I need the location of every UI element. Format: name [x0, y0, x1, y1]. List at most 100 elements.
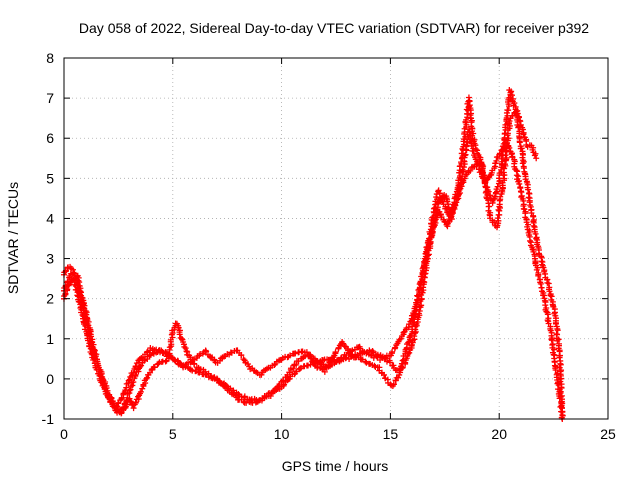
data-point-marker	[387, 359, 394, 366]
data-point-marker	[516, 139, 523, 146]
data-point-marker	[85, 337, 92, 344]
y-tick-label: 0	[46, 371, 54, 387]
y-tick-label: 5	[46, 170, 54, 186]
x-tick-label: 5	[169, 426, 177, 442]
data-point-marker	[480, 171, 487, 178]
data-point-marker	[341, 343, 348, 350]
data-point-marker	[516, 180, 523, 187]
data-point-marker	[525, 186, 532, 193]
data-point-marker	[537, 280, 544, 287]
data-point-marker	[552, 367, 559, 374]
data-point-marker	[508, 92, 515, 99]
data-point-marker	[505, 135, 512, 142]
x-tick-label: 0	[60, 426, 68, 442]
data-point-marker	[181, 343, 188, 350]
data-point-marker	[422, 259, 429, 266]
data-point-marker	[463, 116, 470, 123]
data-point-marker	[425, 241, 432, 248]
data-point-marker	[132, 399, 139, 406]
x-axis-label: GPS time / hours	[282, 458, 389, 474]
data-point-marker	[492, 193, 499, 200]
data-point-marker	[182, 345, 189, 352]
data-point-marker	[435, 187, 442, 194]
data-point-marker	[554, 337, 561, 344]
data-point-marker	[554, 327, 561, 334]
data-point-marker	[92, 352, 99, 359]
data-point-marker	[517, 185, 524, 192]
data-point-marker	[558, 384, 565, 391]
data-point-marker	[280, 377, 287, 384]
data-point-marker	[317, 360, 324, 367]
data-point-marker	[371, 362, 378, 369]
data-point-marker	[460, 164, 467, 171]
data-point-marker	[421, 260, 428, 267]
chart-title: Day 058 of 2022, Sidereal Day-to-day VTE…	[79, 20, 589, 36]
data-point-marker	[95, 362, 102, 369]
data-point-marker	[546, 288, 553, 295]
data-point-marker	[467, 167, 474, 174]
data-point-marker	[472, 146, 479, 153]
data-point-marker	[292, 350, 299, 357]
data-point-marker	[390, 381, 397, 388]
data-point-marker	[130, 379, 137, 386]
data-point-marker	[271, 387, 278, 394]
data-point-marker	[118, 394, 125, 401]
data-point-marker	[430, 205, 437, 212]
data-point-marker	[439, 198, 446, 205]
data-point-marker	[533, 235, 540, 242]
data-point-marker	[419, 273, 426, 280]
data-point-marker	[130, 369, 137, 376]
data-point-marker	[451, 200, 458, 207]
data-point-marker	[425, 244, 432, 251]
data-point-marker	[389, 348, 396, 355]
series-track-c	[60, 107, 540, 410]
data-point-marker	[101, 382, 108, 389]
data-point-marker	[240, 356, 247, 363]
y-tick-label: 7	[46, 90, 54, 106]
data-point-marker	[556, 354, 563, 361]
y-tick-label: 1	[46, 331, 54, 347]
data-point-marker	[265, 390, 272, 397]
data-point-marker	[494, 215, 501, 222]
data-point-marker	[462, 133, 469, 140]
data-point-marker	[527, 237, 534, 244]
data-point-marker	[90, 357, 97, 364]
y-tick-label: 2	[46, 291, 54, 307]
data-point-marker	[559, 408, 566, 415]
x-tick-label: 15	[383, 426, 399, 442]
data-point-marker	[492, 189, 499, 196]
data-point-marker	[271, 361, 278, 368]
y-tick-label: 6	[46, 130, 54, 146]
data-point-marker	[144, 374, 151, 381]
data-point-marker	[558, 403, 565, 410]
data-point-marker	[398, 360, 405, 367]
data-point-marker	[241, 393, 248, 400]
data-point-marker	[481, 180, 488, 187]
data-point-marker	[162, 358, 169, 365]
data-point-marker	[514, 110, 521, 117]
data-point-marker	[340, 355, 347, 362]
data-point-marker	[443, 205, 450, 212]
data-point-marker	[535, 272, 542, 279]
y-axis-label: SDTVAR / TECUs	[5, 182, 21, 294]
data-point-marker	[293, 361, 300, 368]
data-point-marker	[312, 357, 319, 364]
data-point-marker	[551, 346, 558, 353]
data-point-marker	[456, 186, 463, 193]
data-point-marker	[504, 107, 511, 113]
data-point-marker	[458, 159, 465, 166]
data-point-marker	[274, 384, 281, 391]
data-point-marker	[88, 333, 95, 340]
data-point-marker	[332, 349, 339, 356]
x-tick-label: 20	[491, 426, 507, 442]
data-point-marker	[137, 388, 144, 395]
data-point-marker	[77, 288, 84, 295]
data-point-marker	[141, 357, 148, 364]
data-point-marker	[397, 335, 404, 342]
data-point-marker	[336, 358, 343, 365]
data-point-marker	[176, 331, 183, 338]
data-point-marker	[533, 155, 540, 162]
data-point-marker	[530, 222, 537, 229]
y-tick-label: 4	[46, 210, 54, 226]
data-point-marker	[166, 344, 173, 351]
